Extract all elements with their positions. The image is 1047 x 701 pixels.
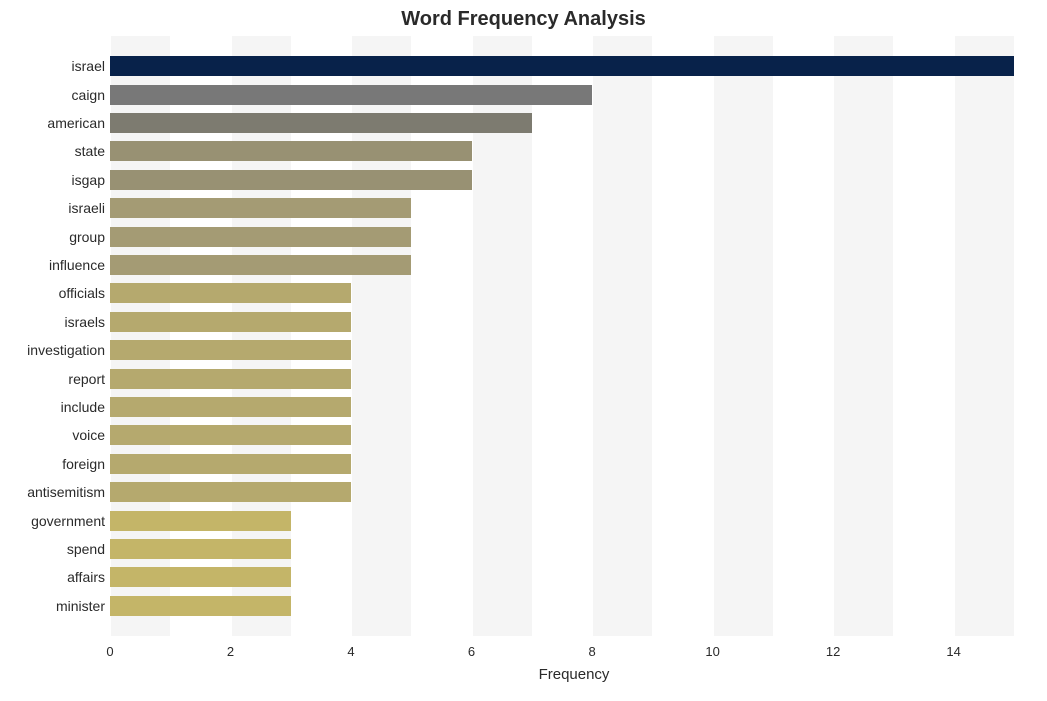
grid-line — [713, 36, 714, 636]
grid-line — [833, 36, 834, 636]
y-tick-label: spend — [67, 541, 105, 557]
y-tick-label: israels — [65, 314, 105, 330]
bar — [110, 198, 411, 218]
y-tick-label: voice — [72, 427, 105, 443]
x-tick-label: 6 — [468, 644, 475, 659]
grid-band — [1014, 36, 1038, 636]
y-tick-label: report — [68, 371, 105, 387]
word-frequency-chart: Word Frequency Analysis 0 2 4 6 8 10 12 14 Freq… — [0, 0, 1047, 701]
bar — [110, 56, 1014, 76]
x-tick-label: 12 — [826, 644, 840, 659]
bar — [110, 511, 291, 531]
grid-band — [532, 36, 592, 636]
y-tick-label: investigation — [27, 342, 105, 358]
x-tick-label: 4 — [347, 644, 354, 659]
grid-band — [893, 36, 953, 636]
bar — [110, 227, 411, 247]
bar — [110, 369, 351, 389]
x-tick-label: 10 — [705, 644, 719, 659]
x-tick-label: 0 — [106, 644, 113, 659]
y-tick-label: israeli — [68, 200, 105, 216]
bar — [110, 340, 351, 360]
x-tick-label: 8 — [588, 644, 595, 659]
bar — [110, 85, 592, 105]
grid-line — [592, 36, 593, 636]
plot-area — [110, 36, 1038, 636]
y-tick-label: influence — [49, 257, 105, 273]
bar — [110, 539, 291, 559]
y-tick-label: antisemitism — [27, 484, 105, 500]
y-tick-label: american — [47, 115, 105, 131]
x-axis-title: Frequency — [110, 666, 1038, 683]
bar — [110, 454, 351, 474]
bar — [110, 113, 532, 133]
y-tick-label: israel — [72, 58, 105, 74]
y-tick-label: government — [31, 513, 105, 529]
bar — [110, 312, 351, 332]
bar — [110, 170, 472, 190]
grid-band — [773, 36, 833, 636]
y-tick-label: caign — [72, 87, 105, 103]
y-tick-label: minister — [56, 598, 105, 614]
bar — [110, 141, 472, 161]
bar — [110, 255, 411, 275]
y-tick-label: isgap — [72, 172, 105, 188]
x-tick-label: 2 — [227, 644, 234, 659]
y-tick-label: include — [61, 399, 105, 415]
grid-line — [954, 36, 955, 636]
bar — [110, 482, 351, 502]
y-tick-label: officials — [59, 285, 105, 301]
bar — [110, 397, 351, 417]
bar — [110, 567, 291, 587]
y-tick-label: state — [75, 143, 105, 159]
bar — [110, 283, 351, 303]
chart-title: Word Frequency Analysis — [0, 8, 1047, 31]
bar — [110, 596, 291, 616]
x-tick-label: 14 — [946, 644, 960, 659]
grid-band — [652, 36, 712, 636]
bar — [110, 425, 351, 445]
y-tick-label: affairs — [67, 569, 105, 585]
y-tick-label: group — [69, 229, 105, 245]
y-tick-label: foreign — [62, 456, 105, 472]
